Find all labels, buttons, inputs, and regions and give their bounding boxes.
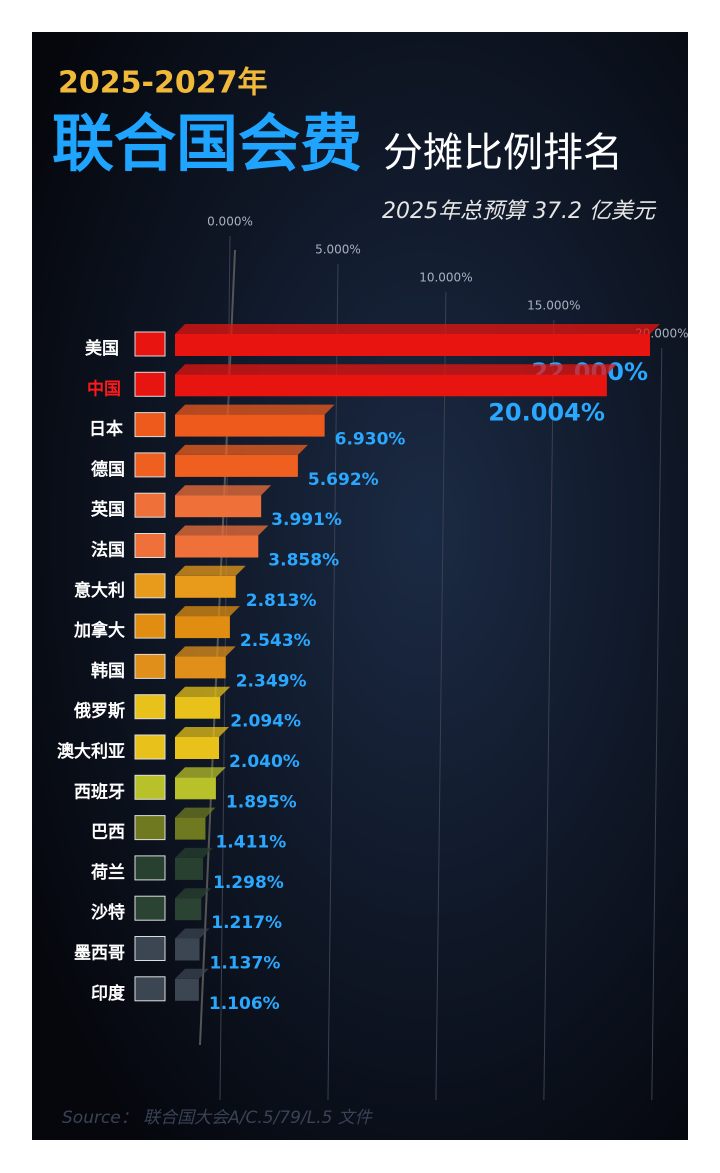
value-label: 1.106% bbox=[209, 994, 280, 1014]
grid-line bbox=[327, 263, 339, 1101]
bar bbox=[175, 737, 220, 759]
bar-top bbox=[175, 485, 272, 496]
bar-top bbox=[175, 646, 236, 657]
flag bbox=[134, 936, 166, 961]
title-highlight: 联合国会费 bbox=[52, 107, 362, 180]
category-label: 澳大利亚 bbox=[57, 741, 125, 762]
x-tick-label: 10.000% bbox=[419, 271, 472, 285]
category-label: 英国 bbox=[91, 499, 125, 520]
bar-top bbox=[175, 888, 212, 899]
value-label: 1.895% bbox=[226, 792, 297, 812]
flag bbox=[134, 694, 166, 720]
category-label: 巴西 bbox=[91, 823, 125, 843]
category-label: 沙特 bbox=[91, 902, 125, 923]
bar-top bbox=[175, 847, 214, 858]
flag bbox=[134, 452, 166, 478]
flag bbox=[134, 613, 166, 639]
bar bbox=[175, 938, 200, 961]
bar-top bbox=[175, 686, 231, 697]
category-label: 西班牙 bbox=[74, 782, 125, 802]
grid-line bbox=[651, 347, 663, 1101]
bar-top bbox=[175, 565, 246, 576]
bar bbox=[175, 414, 325, 437]
bar-top bbox=[175, 444, 308, 455]
grid-line bbox=[543, 319, 555, 1101]
x-tick-label: 5.000% bbox=[315, 243, 361, 257]
category-label: 法国 bbox=[91, 540, 125, 561]
category-label: 日本 bbox=[89, 419, 123, 440]
bar bbox=[175, 535, 259, 558]
bar bbox=[175, 898, 202, 921]
value-label: 3.858% bbox=[268, 551, 339, 571]
flag bbox=[134, 774, 166, 800]
source: Source： 联合国大会A/C.5/79/L.5 文件 bbox=[62, 1108, 374, 1128]
category-label: 意大利 bbox=[74, 580, 125, 601]
flag bbox=[134, 976, 166, 1002]
bar bbox=[175, 575, 236, 598]
x-tick-label: 0.000% bbox=[207, 215, 253, 229]
bar-top bbox=[175, 364, 617, 375]
bar-top bbox=[175, 968, 209, 979]
bar bbox=[175, 334, 650, 356]
bar-top bbox=[175, 727, 230, 737]
value-label: 1.217% bbox=[211, 913, 282, 933]
bar-top bbox=[175, 525, 269, 536]
flag bbox=[134, 331, 166, 357]
bar bbox=[175, 374, 607, 397]
bar bbox=[175, 777, 216, 800]
bar bbox=[175, 616, 230, 639]
bar-top bbox=[175, 606, 240, 617]
bar bbox=[175, 495, 262, 518]
value-label: 5.692% bbox=[308, 470, 379, 490]
flag bbox=[134, 855, 166, 881]
bar bbox=[175, 656, 226, 679]
value-label: 6.930% bbox=[335, 430, 406, 450]
bar-top bbox=[175, 324, 660, 334]
value-label: 2.543% bbox=[240, 631, 311, 651]
flag bbox=[134, 653, 166, 679]
category-label: 中国 bbox=[87, 378, 121, 399]
category-label: 荷兰 bbox=[91, 862, 125, 883]
grid-line bbox=[435, 291, 447, 1101]
flag bbox=[134, 533, 166, 558]
value-label: 20.004% bbox=[488, 398, 605, 426]
category-label: 俄罗斯 bbox=[73, 701, 125, 722]
category-label: 墨西哥 bbox=[74, 944, 125, 964]
bar bbox=[175, 817, 206, 840]
flag bbox=[134, 895, 166, 921]
flag bbox=[134, 412, 166, 438]
flag bbox=[134, 573, 166, 599]
title-rest: 分摊比例排名 bbox=[383, 130, 623, 176]
value-label: 2.813% bbox=[246, 591, 317, 611]
value-label: 3.991% bbox=[271, 510, 342, 530]
category-label: 韩国 bbox=[91, 660, 125, 681]
bar-top bbox=[175, 404, 335, 415]
category-label: 美国 bbox=[85, 338, 119, 359]
bar-top bbox=[175, 928, 210, 939]
value-label: 2.040% bbox=[229, 752, 300, 772]
category-label: 加拿大 bbox=[73, 620, 125, 641]
value-label: 1.411% bbox=[215, 833, 286, 853]
bar-top bbox=[175, 767, 226, 778]
x-tick-label: 15.000% bbox=[527, 299, 580, 313]
value-label: 2.349% bbox=[236, 671, 307, 691]
bar-top bbox=[175, 807, 216, 818]
flag bbox=[134, 492, 166, 518]
flag bbox=[134, 734, 166, 760]
category-label: 德国 bbox=[91, 459, 125, 480]
flag bbox=[134, 371, 166, 397]
bar bbox=[175, 454, 298, 477]
bar bbox=[175, 696, 221, 719]
bar bbox=[175, 857, 204, 880]
year-title: 2025-2027年 bbox=[58, 66, 267, 101]
category-label: 印度 bbox=[91, 983, 126, 1004]
flag bbox=[134, 815, 166, 841]
value-label: 2.094% bbox=[230, 712, 301, 732]
bar bbox=[175, 978, 199, 1001]
value-label: 1.298% bbox=[213, 873, 284, 893]
value-label: 1.137% bbox=[210, 954, 281, 974]
subtitle: 2025年总预算 37.2 亿美元 bbox=[382, 199, 657, 224]
